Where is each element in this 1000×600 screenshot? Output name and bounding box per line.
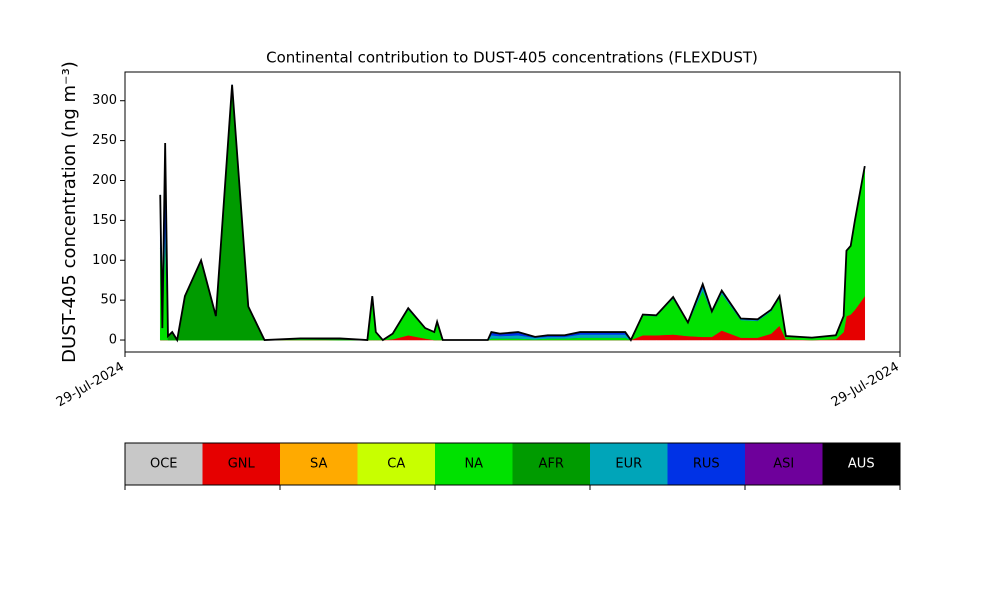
colorbar-label: EUR <box>615 457 642 472</box>
colorbar-ticks <box>124 485 901 490</box>
colorbar-swatch <box>822 443 900 485</box>
colorbar-label: CA <box>387 457 405 472</box>
colorbar-label: AUS <box>848 457 875 472</box>
y-tick-label: 250 <box>92 133 117 148</box>
colorbar-swatch <box>357 443 435 485</box>
y-axis-label: DUST-405 concentration (ng m⁻³) <box>59 61 80 363</box>
colorbar-label: ASI <box>773 457 794 472</box>
colorbar-label: RUS <box>693 457 720 472</box>
x-tick-label: 29-Jul-2024 <box>54 360 127 411</box>
colorbar-label: GNL <box>228 457 256 472</box>
colorbar-swatch <box>280 443 358 485</box>
y-tick-label: 0 <box>109 333 117 348</box>
y-tick-label: 50 <box>100 293 117 308</box>
colorbar-swatch <box>745 443 823 485</box>
colorbar-swatch <box>667 443 745 485</box>
colorbar-swatch <box>590 443 668 485</box>
colorbar-frame <box>124 442 901 486</box>
colorbar-swatch <box>435 443 513 485</box>
y-tick-label: 100 <box>92 253 117 268</box>
colorbar-label: AFR <box>539 457 564 472</box>
area <box>159 84 866 341</box>
colorbar-swatch <box>202 443 280 485</box>
area <box>159 84 866 341</box>
colorbar-label: SA <box>310 457 327 472</box>
y-tick-label: 150 <box>92 213 117 228</box>
chart-title: Continental contribution to DUST-405 con… <box>266 49 758 67</box>
y-tick-label: 200 <box>92 173 117 188</box>
colorbar-label: NA <box>464 457 483 472</box>
colorbar-swatch <box>512 443 590 485</box>
colorbar-label: OCE <box>150 457 178 472</box>
total-outline <box>159 84 866 343</box>
y-tick-label: 300 <box>92 93 117 108</box>
x-tick-label: 29-Jul-2024 <box>829 360 902 411</box>
area <box>159 166 866 341</box>
area <box>159 84 866 341</box>
plot-frame <box>124 71 901 353</box>
colorbar-swatch <box>125 443 203 485</box>
